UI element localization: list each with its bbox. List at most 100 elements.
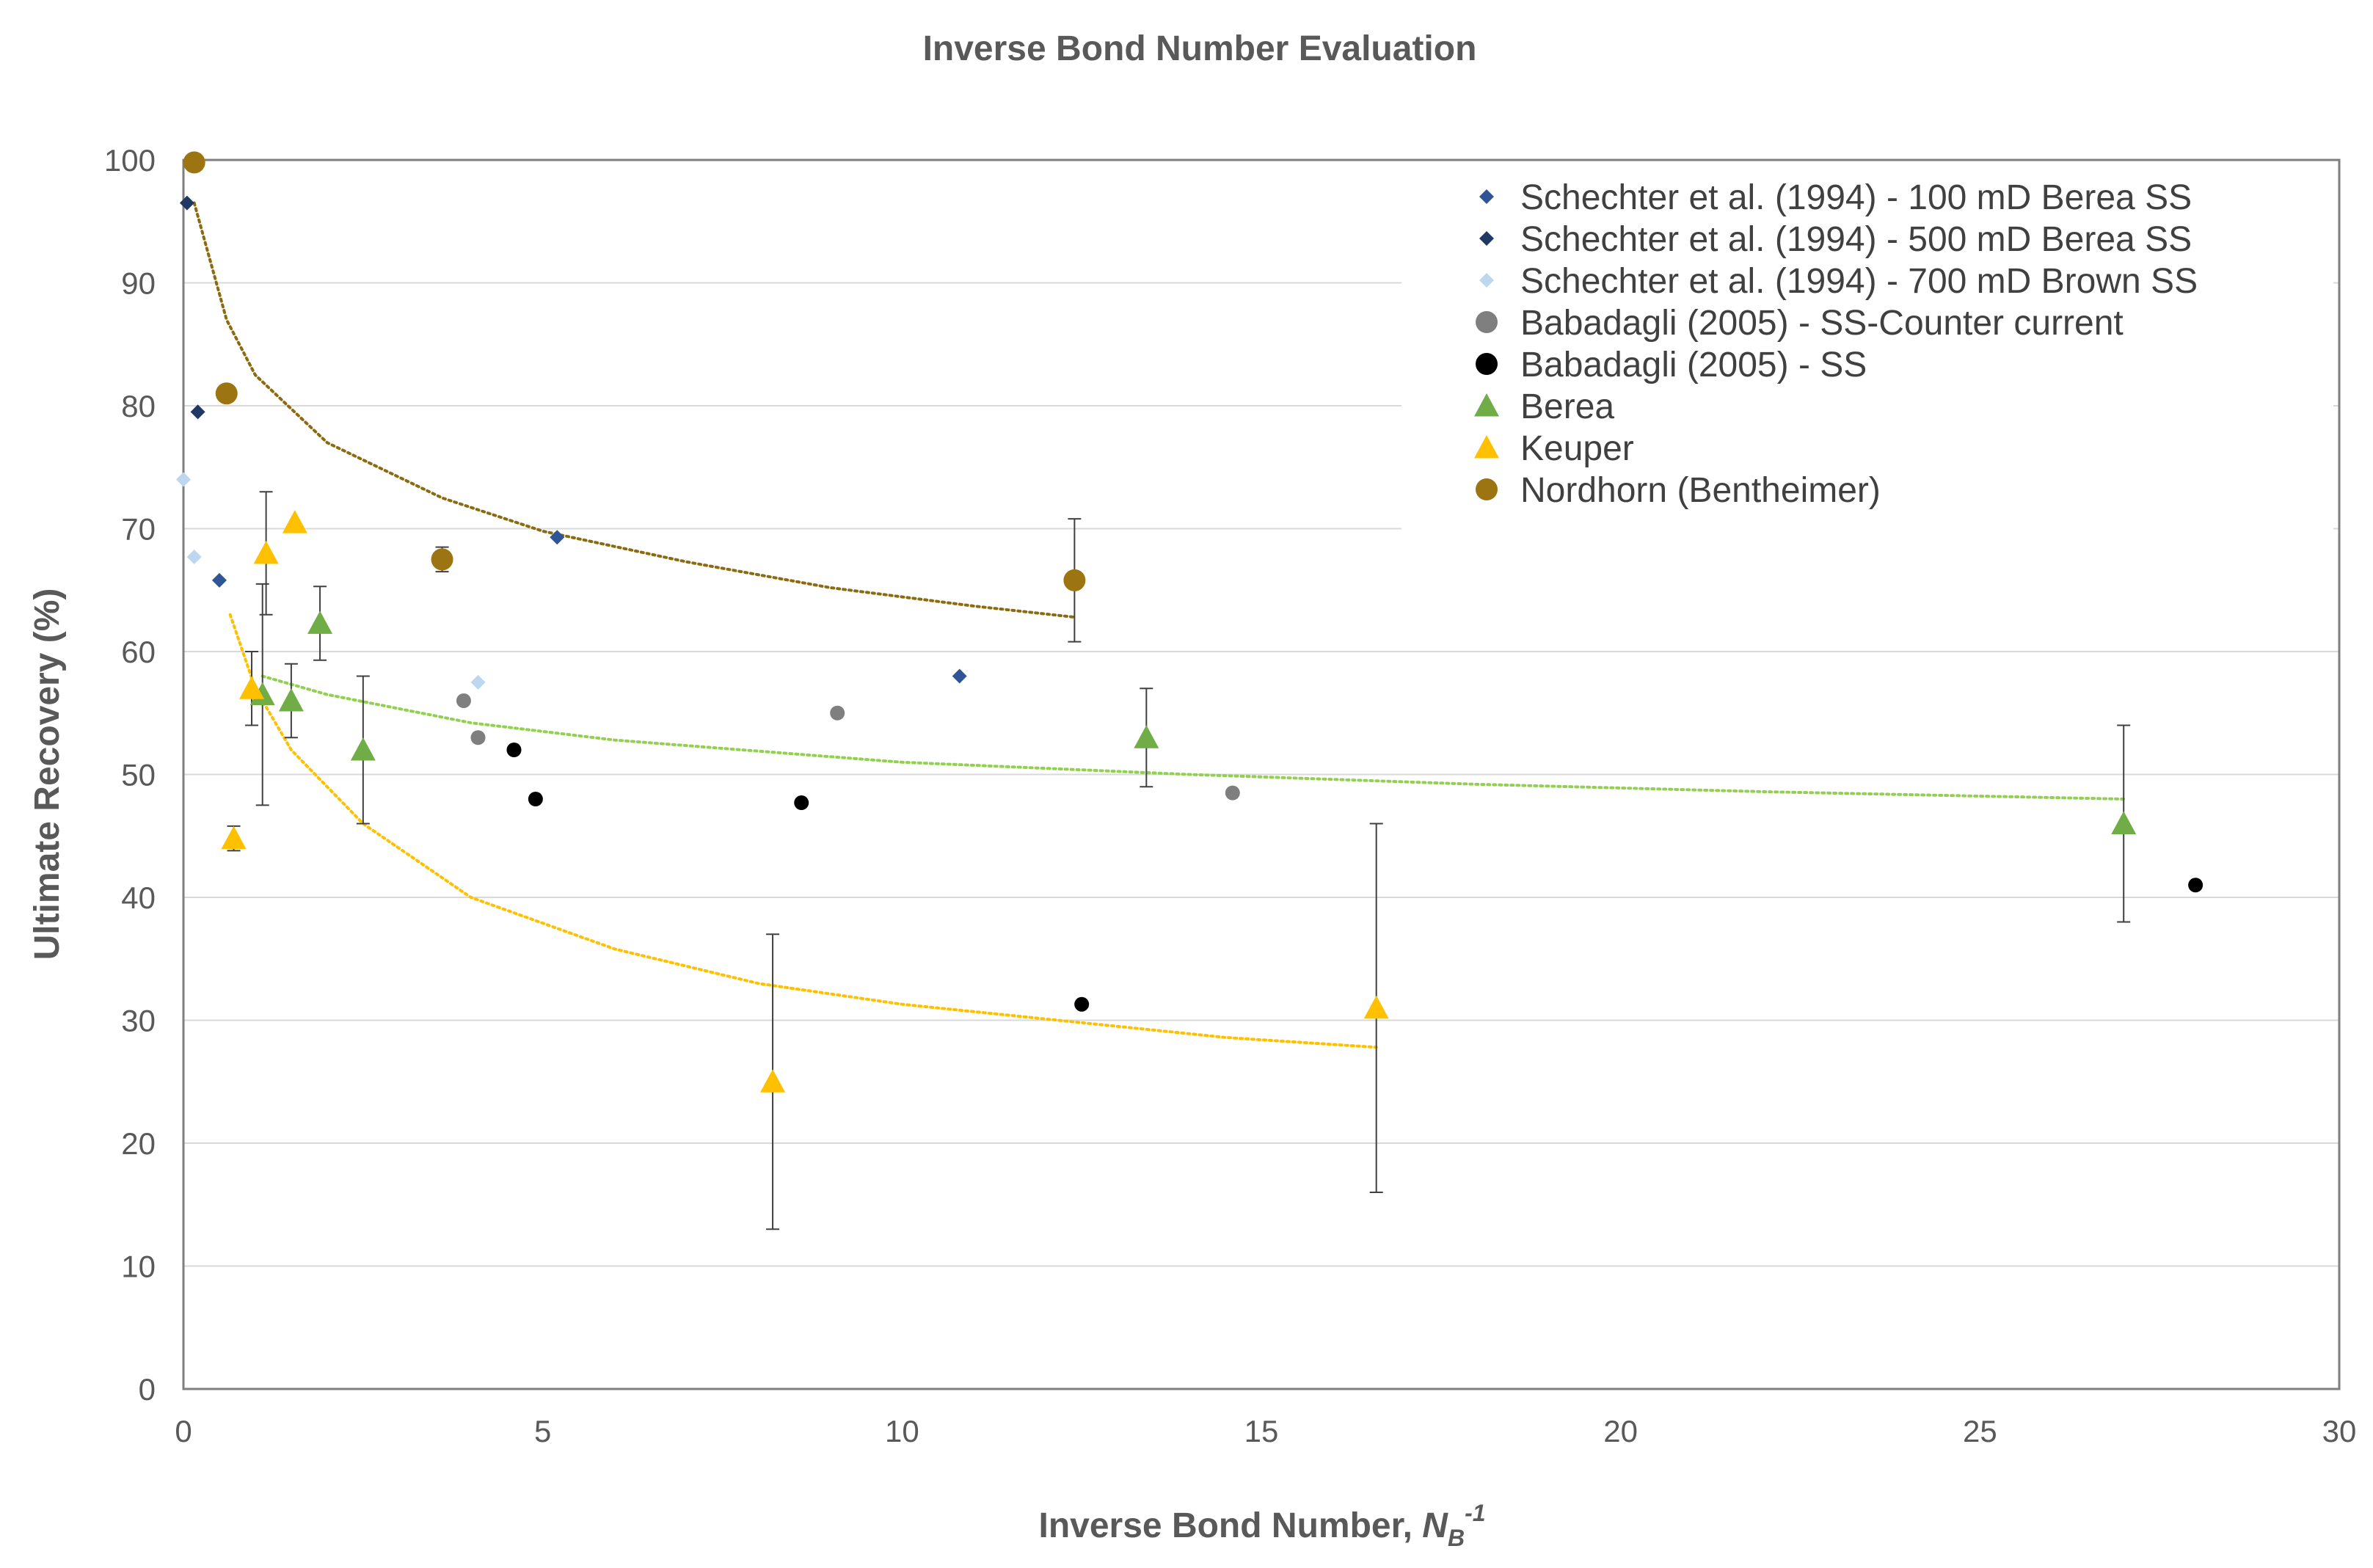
y-tick-label: 0 — [139, 1372, 156, 1407]
series-schechter-et-al-1994-500-md-berea-ss — [179, 195, 205, 420]
legend-marker-keuper — [1474, 435, 1499, 459]
legend-marker-schechter-et-al-1994-100-md-berea-ss — [1479, 189, 1494, 204]
data-point-keuper — [282, 510, 307, 533]
data-point-keuper — [221, 825, 247, 850]
data-point-babadagli-2005-ss-counter-current — [830, 705, 845, 721]
x-axis-label-sub: B — [1448, 1525, 1465, 1551]
y-tick-label: 20 — [121, 1126, 156, 1161]
legend-item-keuper: Keuper — [1474, 429, 1634, 468]
data-point-keuper — [760, 1069, 786, 1093]
data-point-babadagli-2005-ss-counter-current — [1225, 785, 1240, 801]
legend-marker-babadagli-2005-ss — [1476, 353, 1498, 375]
y-tick-label: 40 — [121, 880, 156, 915]
legend-marker-babadagli-2005-ss-counter-current — [1476, 311, 1498, 333]
y-axis-label: Ultimate Recovery (%) — [28, 588, 67, 960]
x-axis-label-prefix: Inverse Bond Number, — [1038, 1506, 1422, 1545]
legend-item-berea: Berea — [1474, 387, 1614, 426]
data-point-keuper — [253, 541, 279, 564]
plot-area — [182, 158, 2341, 1390]
x-axis-label: Inverse Bond Number, NB-1 — [1038, 1500, 1485, 1551]
trendline-berea — [260, 674, 2126, 801]
legend-label: Nordhorn (Bentheimer) — [1520, 471, 1881, 510]
y-tick-label: 90 — [121, 266, 156, 301]
data-point-berea — [278, 688, 304, 712]
data-point-schechter-et-al-1994-500-md-berea-ss — [179, 195, 194, 211]
legend-marker-berea — [1474, 393, 1499, 417]
legend-label: Schechter et al. (1994) - 700 mD Brown S… — [1520, 262, 2198, 301]
data-point-babadagli-2005-ss — [794, 795, 809, 811]
data-point-schechter-et-al-1994-100-md-berea-ss — [550, 530, 565, 545]
y-tick-label: 60 — [121, 635, 156, 669]
data-point-schechter-et-al-1994-100-md-berea-ss — [211, 572, 227, 588]
y-tick-label: 50 — [121, 758, 156, 792]
y-tick-label: 80 — [121, 389, 156, 423]
data-point-babadagli-2005-ss — [528, 792, 543, 806]
error-bars — [227, 491, 2131, 1230]
data-point-schechter-et-al-1994-100-md-berea-ss — [952, 668, 967, 684]
x-tick-label: 25 — [1963, 1414, 1997, 1448]
x-axis-label-var: N — [1422, 1506, 1448, 1545]
x-tick-label: 10 — [885, 1414, 919, 1448]
x-tick-label: 30 — [2322, 1414, 2357, 1448]
series-schechter-et-al-1994-100-md-berea-ss — [211, 530, 967, 684]
series-keuper — [221, 510, 1389, 1093]
legend-item-schechter-et-al-1994-100-md-berea-ss: Schechter et al. (1994) - 100 mD Berea S… — [1479, 178, 2192, 217]
series-berea — [249, 610, 2137, 834]
x-tick-label: 20 — [1603, 1414, 1638, 1448]
data-point-berea — [249, 682, 275, 706]
x-axis-ticks: 0 5 10 15 20 25 30 — [175, 1414, 2356, 1448]
y-tick-label: 70 — [121, 512, 156, 547]
legend-label: Babadagli (2005) - SS — [1520, 346, 1867, 384]
data-point-babadagli-2005-ss — [1074, 996, 1090, 1012]
data-points — [176, 151, 2204, 1093]
data-point-schechter-et-al-1994-500-md-berea-ss — [190, 404, 205, 420]
data-point-nordhorn-bentheimer — [183, 151, 205, 174]
legend-item-nordhorn-bentheimer: Nordhorn (Bentheimer) — [1476, 471, 1881, 510]
legend-item-schechter-et-al-1994-500-md-berea-ss: Schechter et al. (1994) - 500 mD Berea S… — [1479, 220, 2192, 259]
legend-label: Schechter et al. (1994) - 100 mD Berea S… — [1520, 178, 2192, 217]
data-point-schechter-et-al-1994-700-md-brown-ss — [470, 674, 486, 690]
x-tick-label: 0 — [175, 1414, 192, 1448]
y-tick-label: 10 — [121, 1250, 156, 1284]
trendline-nordhorn-bentheimer — [192, 201, 1076, 619]
data-point-babadagli-2005-ss-counter-current — [456, 693, 471, 708]
series-schechter-et-al-1994-700-md-brown-ss — [176, 472, 486, 690]
data-point-nordhorn-bentheimer — [215, 382, 238, 405]
legend-marker-schechter-et-al-1994-500-md-berea-ss — [1479, 231, 1494, 246]
series-nordhorn-bentheimer — [183, 151, 1086, 591]
legend: Schechter et al. (1994) - 100 mD Berea S… — [1401, 167, 2333, 530]
series-babadagli-2005-ss-counter-current — [456, 693, 1240, 801]
legend-item-babadagli-2005-ss: Babadagli (2005) - SS — [1476, 346, 1867, 384]
chart-title: Inverse Bond Number Evaluation — [923, 29, 1477, 68]
data-point-keuper — [239, 676, 265, 699]
data-point-babadagli-2005-ss — [2188, 878, 2204, 893]
series-babadagli-2005-ss — [506, 743, 2204, 1012]
data-point-berea — [2111, 811, 2137, 834]
legend-marker-nordhorn-bentheimer — [1476, 478, 1498, 500]
data-point-berea — [1134, 725, 1159, 748]
legend-label: Keuper — [1520, 429, 1634, 468]
data-point-keuper — [1363, 995, 1389, 1019]
data-point-schechter-et-al-1994-700-md-brown-ss — [186, 550, 202, 565]
y-axis-ticks: 0 10 20 30 40 50 60 70 80 90 100 — [104, 143, 156, 1407]
y-tick-label: 100 — [104, 143, 156, 178]
legend-label: Schechter et al. (1994) - 500 mD Berea S… — [1520, 220, 2192, 259]
data-point-babadagli-2005-ss — [506, 743, 522, 757]
legend-label: Babadagli (2005) - SS-Counter current — [1520, 304, 2124, 343]
trendlines — [192, 201, 2126, 1049]
legend-label: Berea — [1520, 387, 1614, 426]
data-point-schechter-et-al-1994-700-md-brown-ss — [176, 472, 191, 487]
x-tick-label: 5 — [534, 1414, 551, 1448]
legend-marker-schechter-et-al-1994-700-md-brown-ss — [1479, 273, 1494, 288]
legend-item-schechter-et-al-1994-700-md-brown-ss: Schechter et al. (1994) - 700 mD Brown S… — [1479, 262, 2198, 301]
data-point-berea — [350, 737, 376, 761]
gridlines — [183, 282, 2339, 1267]
trendline-keuper — [228, 613, 1378, 1049]
data-point-babadagli-2005-ss-counter-current — [470, 730, 486, 745]
legend-item-babadagli-2005-ss-counter-current: Babadagli (2005) - SS-Counter current — [1476, 304, 2124, 343]
data-point-nordhorn-bentheimer — [431, 548, 453, 571]
data-point-berea — [307, 610, 333, 634]
data-point-nordhorn-bentheimer — [1063, 569, 1086, 591]
y-tick-label: 30 — [121, 1004, 156, 1038]
